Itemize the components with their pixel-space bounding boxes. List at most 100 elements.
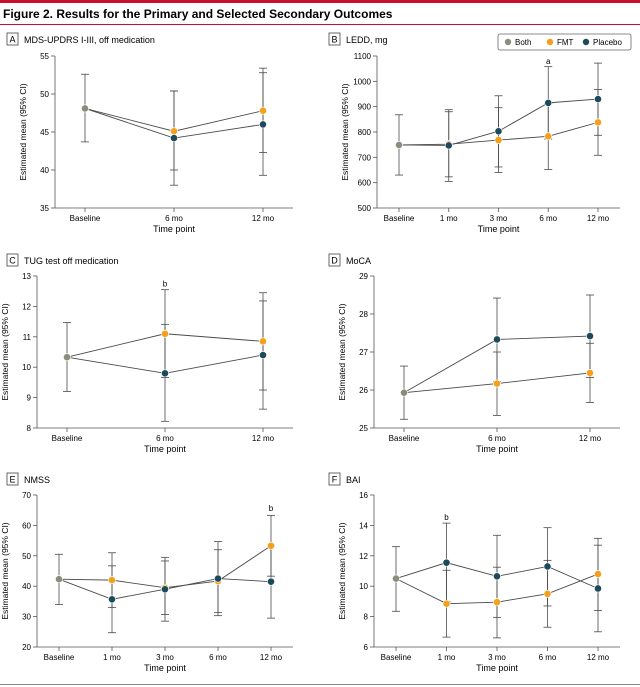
data-point-placebo xyxy=(267,577,275,586)
data-point-both xyxy=(395,141,403,149)
y-tick-label: 1100 xyxy=(354,52,372,61)
x-tick-label: 6 mo xyxy=(539,214,557,223)
data-point-fmt xyxy=(493,379,501,388)
data-point-fmt xyxy=(442,599,451,608)
panel-label-box xyxy=(6,253,19,267)
legend-label-both: Both xyxy=(515,38,531,47)
x-axis-label: Time point xyxy=(478,224,520,234)
bottom-rule xyxy=(0,684,640,685)
y-tick-label: 600 xyxy=(358,179,372,188)
y-tick-label: 11 xyxy=(23,333,32,342)
y-tick-label: 60 xyxy=(22,521,31,530)
x-tick-label: 6 mo xyxy=(539,653,557,662)
y-tick-label: 27 xyxy=(359,348,368,357)
x-tick-label: 3 mo xyxy=(488,653,506,662)
data-point-fmt xyxy=(161,329,169,338)
x-tick-label: 12 mo xyxy=(587,214,610,223)
y-tick-label: 10 xyxy=(22,363,31,372)
x-tick-label: 6 mo xyxy=(165,214,183,223)
data-point-fmt xyxy=(543,589,552,598)
x-tick-label: Baseline xyxy=(70,214,101,223)
y-tick-label: 70 xyxy=(22,491,31,500)
legend-marker-both xyxy=(504,38,512,46)
y-tick-label: 50 xyxy=(22,552,31,561)
panel-title: TUG test off medication xyxy=(24,256,118,266)
data-point-placebo xyxy=(108,595,116,604)
data-point-placebo xyxy=(493,572,501,581)
panel-title: NMSS xyxy=(24,475,50,485)
x-tick-label: Baseline xyxy=(381,653,412,662)
legend-box xyxy=(497,33,632,51)
y-axis-label: Estimated mean (95% CI) xyxy=(340,83,350,180)
panel-title: BAI xyxy=(346,475,361,485)
panel-letter: B xyxy=(331,35,337,45)
panel-letter: D xyxy=(331,256,338,266)
y-tick-label: 14 xyxy=(359,521,368,530)
x-tick-label: 12 mo xyxy=(579,434,602,443)
y-tick-label: 50 xyxy=(40,90,49,99)
x-tick-label: 6 mo xyxy=(156,434,174,443)
legend-marker-placebo xyxy=(582,38,590,46)
data-point-placebo xyxy=(544,98,553,107)
data-point-placebo xyxy=(259,351,267,359)
panel-title: LEDD, mg xyxy=(346,35,388,45)
y-tick-label: 13 xyxy=(22,272,31,281)
data-point-fmt xyxy=(259,337,267,346)
x-tick-label: Baseline xyxy=(44,653,75,662)
data-point-fmt xyxy=(594,570,602,578)
y-axis-label: Estimated mean (95% CI) xyxy=(0,522,10,619)
panel-label-box xyxy=(328,472,341,486)
y-tick-label: 55 xyxy=(40,52,49,61)
y-tick-label: 12 xyxy=(22,302,31,311)
data-point-placebo xyxy=(161,585,169,594)
x-tick-label: 12 mo xyxy=(252,214,275,223)
data-point-fmt xyxy=(259,106,267,115)
x-tick-label: 1 mo xyxy=(103,653,121,662)
panel-label-box xyxy=(328,253,341,267)
panel-letter: E xyxy=(9,475,15,485)
panel-title: MDS-UPDRS I-III, off medication xyxy=(24,35,155,45)
data-point-both xyxy=(400,388,408,397)
data-point-fmt xyxy=(267,541,275,550)
y-tick-label: 1000 xyxy=(353,77,371,86)
data-point-fmt xyxy=(108,576,116,585)
x-tick-label: 6 mo xyxy=(488,434,506,443)
data-point-both xyxy=(63,353,71,362)
x-axis-label: Time point xyxy=(476,663,518,673)
y-axis-label: Estimated mean (95% CI) xyxy=(337,522,347,619)
y-tick-label: 20 xyxy=(22,643,31,652)
y-axis-label: Estimated mean (95% CI) xyxy=(0,303,10,400)
panel-label-box xyxy=(6,472,19,486)
y-tick-label: 800 xyxy=(358,128,372,137)
y-tick-label: 8 xyxy=(27,424,32,433)
data-point-placebo xyxy=(493,335,501,344)
data-point-placebo xyxy=(543,562,552,571)
panel-letter: C xyxy=(9,256,16,266)
data-point-placebo xyxy=(170,134,178,142)
y-tick-label: 9 xyxy=(27,394,32,403)
y-tick-label: 900 xyxy=(358,103,372,112)
x-tick-label: Baseline xyxy=(52,434,83,443)
data-point-both xyxy=(55,575,63,584)
legend-label-placebo: Placebo xyxy=(593,38,622,47)
panel-label-box xyxy=(328,32,341,46)
y-axis-label: Estimated mean (95% CI) xyxy=(337,303,347,400)
data-point-placebo xyxy=(444,141,453,150)
annotation-label: b xyxy=(163,280,168,289)
y-tick-label: 28 xyxy=(359,310,368,319)
top-accent-bar xyxy=(0,0,640,3)
y-tick-label: 10 xyxy=(359,582,368,591)
y-tick-label: 30 xyxy=(22,613,31,622)
y-tick-label: 500 xyxy=(358,204,372,213)
data-point-both xyxy=(392,574,400,583)
data-point-fmt xyxy=(544,132,553,141)
panel-label-box xyxy=(6,32,19,46)
y-tick-label: 16 xyxy=(359,491,368,500)
data-point-fmt xyxy=(170,127,178,136)
data-point-placebo xyxy=(161,369,169,378)
figure-title: Figure 2. Results for the Primary and Se… xyxy=(3,7,393,21)
annotation-label: a xyxy=(546,57,551,66)
panel-a: A MDS-UPDRS I-III, off medication 35 40 45 50… xyxy=(6,32,293,234)
data-point-placebo xyxy=(586,332,594,340)
x-tick-label: 12 mo xyxy=(252,434,275,443)
